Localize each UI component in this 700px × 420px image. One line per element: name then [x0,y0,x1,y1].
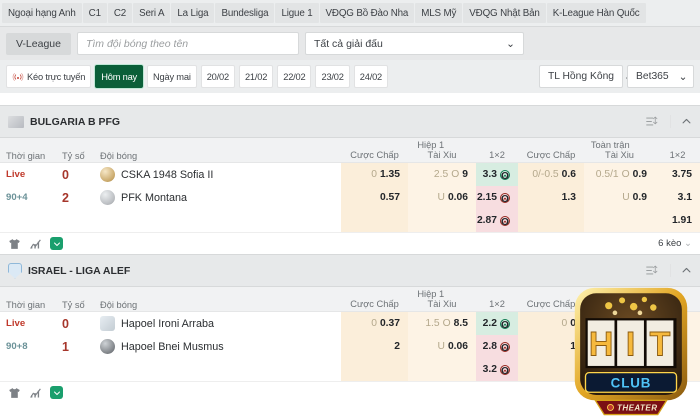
svg-text:T: T [650,326,671,364]
svg-text:CLUB: CLUB [611,375,652,390]
svg-text:THEATER: THEATER [617,404,657,413]
svg-text:I: I [626,326,635,364]
svg-text:H: H [589,326,613,364]
